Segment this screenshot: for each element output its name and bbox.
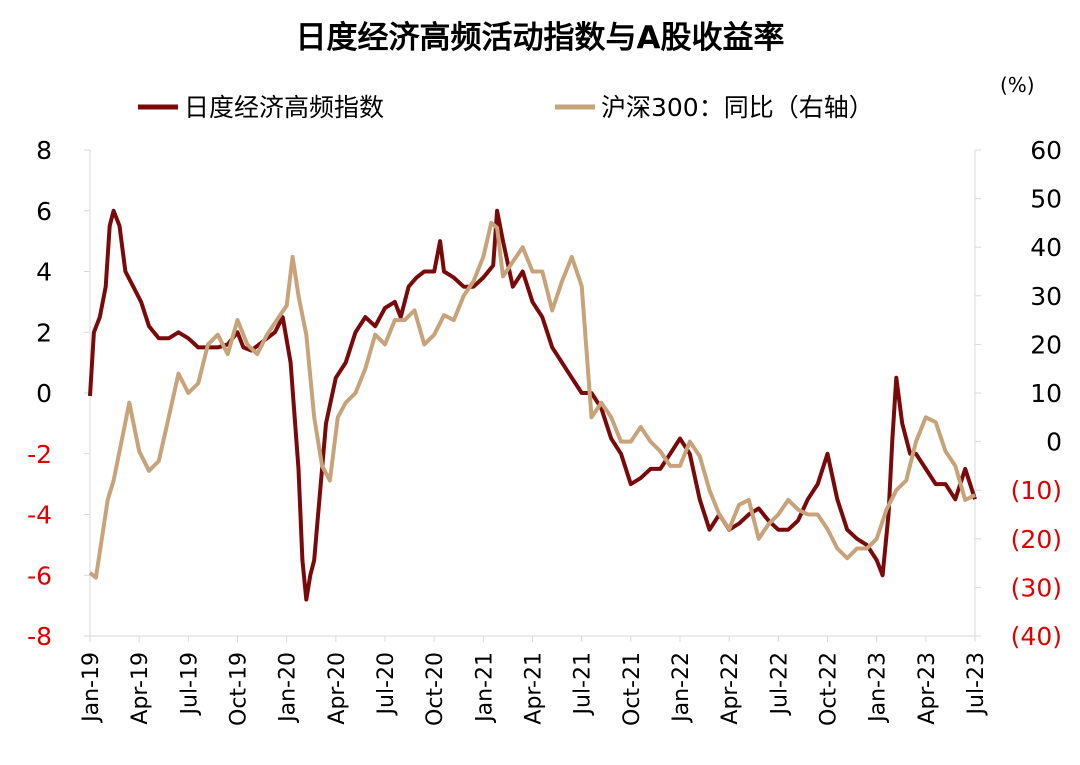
x-tick-label: Jan-19 [79, 652, 104, 724]
x-tick-label: Jul-20 [374, 652, 399, 716]
x-tick-label: Apr-22 [718, 652, 743, 725]
left-tick-label: 2 [36, 318, 52, 347]
right-tick-label: 40 [1030, 233, 1062, 262]
plot-area [88, 208, 977, 602]
right-tick-label: (40) [1011, 622, 1062, 651]
x-tick-label: Apr-21 [522, 652, 547, 725]
legend-label-csi300: 沪深300：同比（右轴） [601, 93, 874, 122]
x-tick-label: Apr-19 [128, 652, 153, 725]
right-tick-label: (10) [1011, 476, 1062, 505]
right-tick-label: 10 [1030, 379, 1062, 408]
left-tick-label: -8 [27, 622, 52, 651]
right-tick-label: (30) [1011, 573, 1062, 602]
right-tick-label: 30 [1030, 282, 1062, 311]
legend-label-index: 日度经济高频指数 [184, 93, 384, 122]
x-tick-label: Jul-21 [571, 652, 596, 716]
x-tick-label: Jul-23 [964, 652, 989, 716]
x-axis-ticks: Jan-19 Apr-19 Jul-19 Oct-19 Jan-20 Apr-20 Jul-… [79, 636, 989, 726]
x-tick-label: Jan-20 [276, 652, 301, 724]
left-tick-label: -4 [27, 501, 52, 530]
x-tick-label: Jan-23 [866, 652, 891, 724]
x-tick-label: Apr-23 [915, 652, 940, 725]
right-axis-unit: (%) [1000, 73, 1035, 97]
right-axis-ticks: 60 50 40 30 20 10 0 (10) (20) (30) (40) [975, 136, 1062, 651]
x-tick-label: Jul-19 [177, 652, 202, 716]
right-tick-label: 50 [1030, 185, 1062, 214]
x-tick-label: Jan-21 [472, 652, 497, 724]
right-tick-label: 60 [1030, 136, 1062, 165]
legend: 日度经济高频指数 沪深300：同比（右轴） [138, 93, 874, 122]
left-tick-label: -6 [27, 561, 52, 590]
x-tick-label: Oct-22 [817, 652, 842, 726]
series-line-csi300 [88, 220, 976, 580]
left-tick-label: 8 [36, 136, 52, 165]
left-tick-label: 0 [36, 379, 52, 408]
left-tick-label: -2 [27, 440, 52, 469]
left-tick-label: 4 [36, 258, 52, 287]
x-tick-label: Oct-21 [620, 652, 645, 726]
x-tick-label: Oct-20 [423, 652, 448, 726]
right-tick-label: 20 [1030, 330, 1062, 359]
left-tick-label: 6 [36, 197, 52, 226]
left-axis-ticks: 8 6 4 2 0 -2 -4 -6 -8 [27, 136, 90, 651]
right-tick-label: 0 [1046, 428, 1062, 457]
x-tick-label: Apr-20 [325, 652, 350, 725]
right-tick-label: (20) [1011, 525, 1062, 554]
x-tick-label: Jan-22 [669, 652, 694, 724]
chart-title: 日度经济高频活动指数与A股收益率 [295, 20, 785, 56]
x-tick-label: Jul-22 [767, 652, 792, 716]
x-tick-label: Oct-19 [227, 652, 252, 726]
